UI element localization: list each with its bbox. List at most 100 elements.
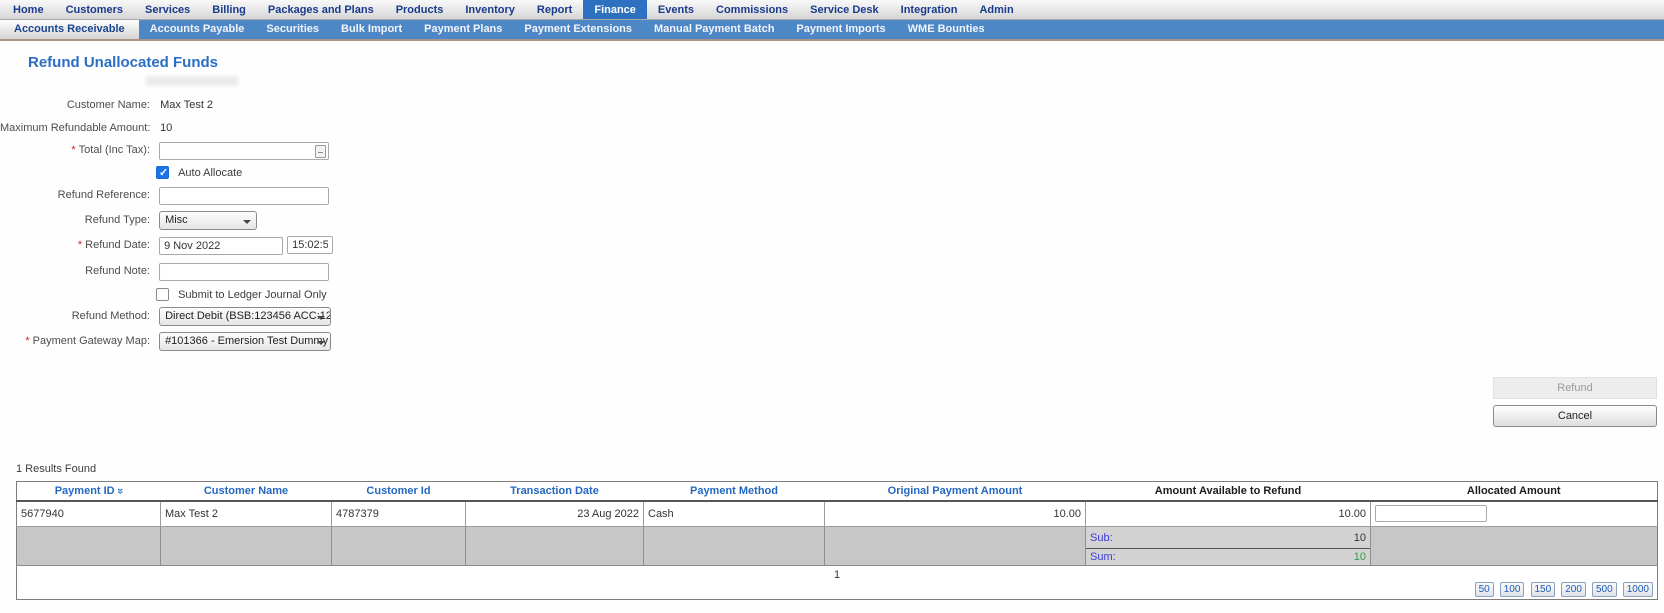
subnav-payment-imports[interactable]: Payment Imports — [796, 23, 886, 35]
payment-gateway-row: * Payment Gateway Map: #101366 - Emersion… — [0, 332, 332, 352]
refund-button[interactable]: Refund — [1493, 377, 1657, 399]
nav-divider — [0, 39, 1664, 41]
nav-packages-and-plans[interactable]: Packages and Plans — [267, 4, 374, 16]
cell-payment-method: Cash — [643, 500, 825, 527]
current-page-number: 1 — [833, 569, 841, 581]
refund-date-label-text: Refund Date: — [85, 239, 150, 251]
column-header-customer-id[interactable]: Customer Id — [331, 481, 466, 502]
cell-allocated-amount — [1370, 500, 1658, 527]
allocated-amount-input[interactable] — [1375, 505, 1487, 523]
refund-reference-input[interactable] — [159, 186, 330, 205]
nav-integration[interactable]: Integration — [900, 4, 958, 16]
nav-finance[interactable]: Finance — [583, 0, 647, 19]
sub-value: 10 — [1353, 531, 1366, 544]
payment-gateway-value: #101366 - Emersion Test Dummy Cr — [165, 335, 332, 347]
refund-time-input[interactable] — [287, 236, 334, 255]
page-size-1000-button[interactable]: 1000 — [1622, 582, 1653, 597]
subnav-payment-plans[interactable]: Payment Plans — [424, 23, 503, 35]
subtotal-cell: Sub: 10 — [1085, 526, 1371, 549]
page-size-100-button[interactable]: 100 — [1499, 582, 1525, 597]
refund-method-value: Direct Debit (BSB:123456 ACC:1234 — [165, 310, 332, 322]
refund-note-row: Refund Note: — [0, 262, 330, 282]
cancel-button[interactable]: Cancel — [1493, 405, 1657, 427]
page-size-50-button[interactable]: 50 — [1474, 582, 1494, 597]
page-size-500-button[interactable]: 500 — [1592, 582, 1617, 597]
nav-home[interactable]: Home — [13, 4, 44, 16]
total-label: * Total (Inc Tax): — [0, 141, 150, 160]
subnav-accounts-payable[interactable]: Accounts Payable — [149, 23, 245, 35]
nav-customers[interactable]: Customers — [65, 4, 124, 16]
refund-method-row: Refund Method: Direct Debit (BSB:123456 … — [0, 307, 332, 327]
sort-descending-icon — [114, 488, 126, 494]
page-size-150-button[interactable]: 150 — [1530, 582, 1556, 597]
payment-gateway-select[interactable]: #101366 - Emersion Test Dummy Cr — [159, 332, 332, 351]
column-header-customer-name[interactable]: Customer Name — [160, 481, 332, 502]
redacted-area — [146, 76, 238, 86]
max-refundable-row: Maximum Refundable Amount: 10 — [0, 119, 172, 139]
results-count: 1 Results Found — [16, 463, 97, 475]
column-header-payment-id[interactable]: Payment ID — [16, 481, 161, 502]
total-inc-tax-input[interactable] — [159, 141, 330, 160]
refund-type-value: Misc — [165, 214, 188, 226]
sum-row: Sum: 10 — [16, 548, 1658, 566]
subnav-wme-bounties[interactable]: WME Bounties — [907, 23, 985, 35]
nav-inventory[interactable]: Inventory — [465, 4, 515, 16]
refund-type-select[interactable]: Misc — [159, 211, 258, 230]
chevron-down-icon — [317, 341, 326, 345]
subnav-payment-extensions[interactable]: Payment Extensions — [524, 23, 632, 35]
nav-products[interactable]: Products — [395, 4, 444, 16]
cell-original-payment-amount: 10.00 — [824, 500, 1086, 527]
spinner-icon[interactable] — [315, 144, 327, 158]
top-navigation: Home Customers Services Billing Packages… — [0, 0, 1664, 20]
column-header-payment-method[interactable]: Payment Method — [643, 481, 825, 502]
sum-label: Sum: — [1090, 551, 1116, 563]
subnav-bulk-import[interactable]: Bulk Import — [341, 23, 403, 35]
nav-billing[interactable]: Billing — [212, 4, 246, 16]
page-size-200-button[interactable]: 200 — [1561, 582, 1586, 597]
customer-name-value: Max Test 2 — [160, 99, 214, 111]
refund-type-label: Refund Type: — [84, 214, 150, 226]
refund-reference-row: Refund Reference: — [0, 186, 330, 206]
refund-date-input[interactable] — [159, 236, 284, 255]
cell-amount-available: 10.00 — [1085, 500, 1371, 527]
nav-service-desk[interactable]: Service Desk — [810, 4, 879, 16]
cell-customer-name: Max Test 2 — [160, 500, 332, 527]
page-size-selector: 50 100 150 200 500 1000 — [1472, 582, 1653, 597]
column-header-original-payment-amount[interactable]: Original Payment Amount — [824, 481, 1086, 502]
subnav-securities[interactable]: Securities — [266, 23, 320, 35]
chevron-down-icon — [317, 316, 326, 320]
auto-allocate-checkbox[interactable] — [156, 166, 169, 179]
nav-services[interactable]: Services — [145, 4, 191, 16]
customer-name-label: Customer Name: — [66, 99, 150, 111]
subnav-manual-payment-batch[interactable]: Manual Payment Batch — [654, 23, 775, 35]
subnav-accounts-receivable[interactable]: Accounts Receivable — [0, 20, 139, 39]
table-header-row: Payment ID Customer Name Customer Id Tra… — [16, 481, 1658, 502]
sum-value: 10 — [1353, 551, 1366, 563]
required-marker: * — [77, 239, 83, 251]
refund-type-row: Refund Type: Misc — [0, 211, 258, 231]
total-inc-tax-row: * Total (Inc Tax): — [0, 141, 330, 161]
results-table: Payment ID Customer Name Customer Id Tra… — [16, 481, 1658, 600]
subtotal-row: Sub: 10 — [16, 526, 1658, 549]
nav-commissions[interactable]: Commissions — [716, 4, 789, 16]
submit-ledger-row: Submit to Ledger Journal Only — [156, 288, 327, 308]
refund-reference-label: Refund Reference: — [57, 189, 150, 201]
refund-note-input[interactable] — [159, 262, 330, 281]
cell-transaction-date: 23 Aug 2022 — [465, 500, 644, 527]
refund-method-select[interactable]: Direct Debit (BSB:123456 ACC:1234 — [159, 307, 332, 326]
sum-cell: Sum: 10 — [1085, 548, 1371, 566]
nav-events[interactable]: Events — [657, 4, 694, 16]
page-title: Refund Unallocated Funds — [28, 54, 219, 71]
cell-customer-id: 4787379 — [331, 500, 466, 527]
payment-id-header-text: Payment ID — [54, 484, 115, 497]
nav-admin[interactable]: Admin — [979, 4, 1014, 16]
payment-gateway-label-text: Payment Gateway Map: — [32, 335, 150, 347]
nav-report[interactable]: Report — [536, 4, 573, 16]
submit-ledger-checkbox[interactable] — [156, 288, 169, 301]
required-marker: * — [71, 144, 76, 156]
finance-sub-navigation: Accounts Receivable Accounts Payable Sec… — [0, 20, 1664, 39]
auto-allocate-label: Auto Allocate — [178, 166, 243, 179]
table-footer-row: 1 50 100 150 200 500 1000 — [16, 565, 1658, 600]
column-header-transaction-date[interactable]: Transaction Date — [465, 481, 644, 502]
